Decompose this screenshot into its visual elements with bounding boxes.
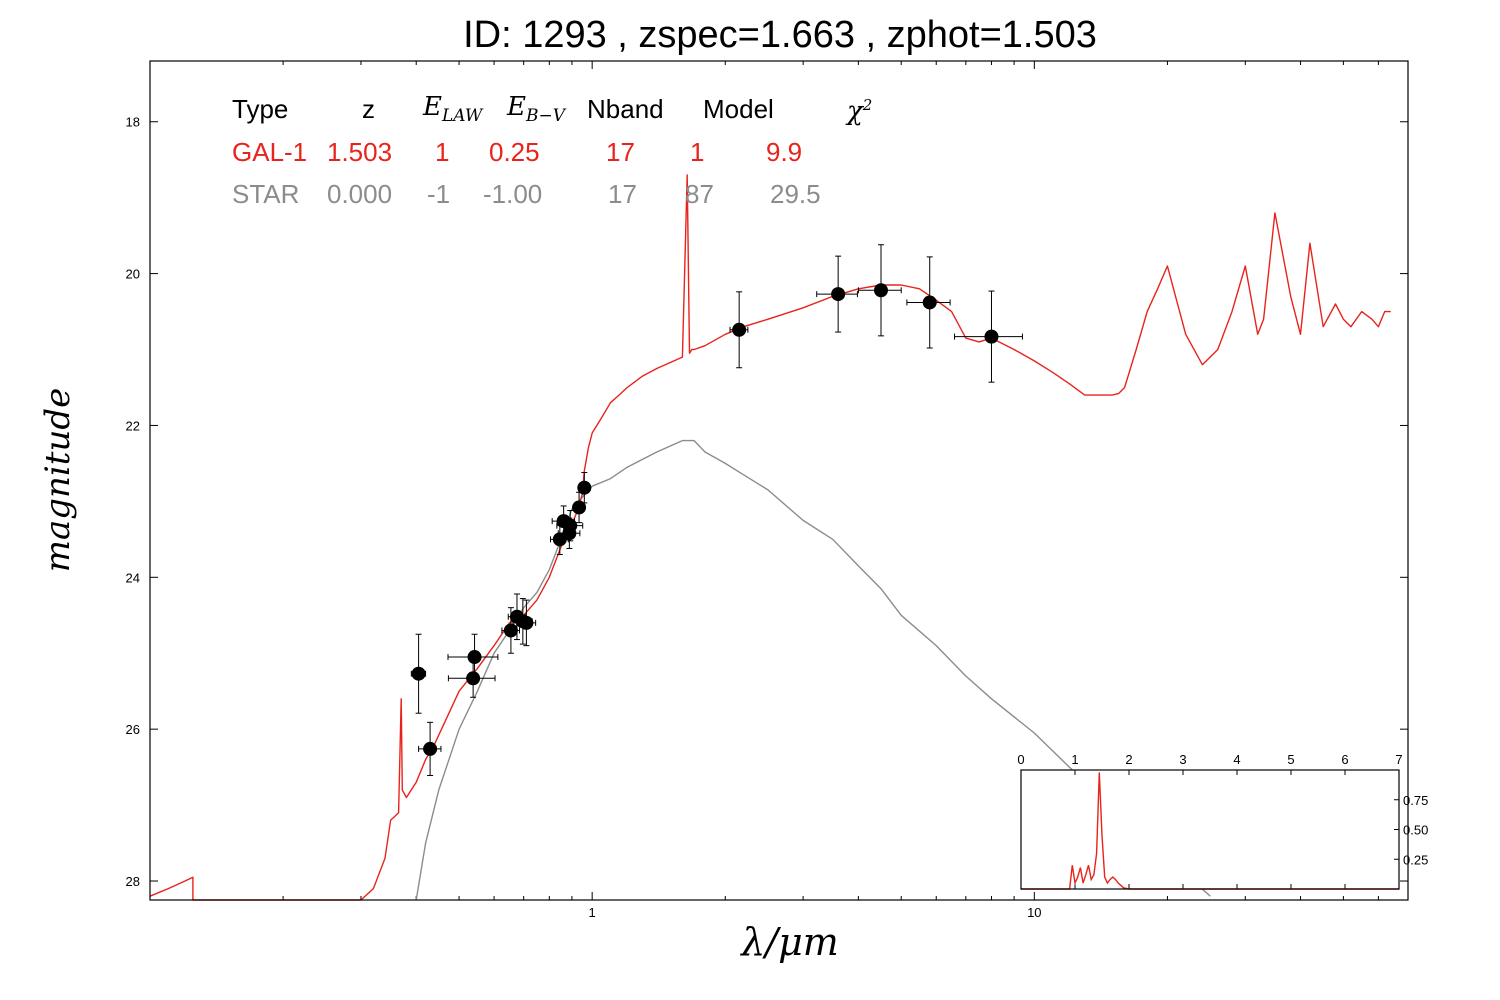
inset-x-tick-label: 5 [1287, 752, 1294, 767]
photometry-point [503, 623, 518, 638]
table-header-elaw: ELAW [423, 92, 482, 126]
table-header-nband: Nband [587, 94, 664, 124]
inset-x-tick-label: 7 [1395, 752, 1402, 767]
table-header-ebv: EB−V [507, 92, 565, 126]
table-header-model: Model [703, 94, 774, 124]
inset-series-group [1021, 772, 1399, 890]
inset-x-tick-label: 3 [1179, 752, 1186, 767]
photometry-point [572, 500, 587, 515]
photometry-point [732, 322, 747, 337]
table-header-elaw-sub: LAW [441, 106, 483, 127]
photometry-point [466, 671, 481, 686]
inset-background [1021, 770, 1399, 889]
photometry-point [873, 283, 888, 298]
star-row-elaw: -1 [427, 179, 451, 209]
table-header-ebv-sub: B−V [525, 106, 565, 127]
star-row-ebv: -1.00 [483, 179, 543, 209]
y-tick-label: 26 [126, 722, 140, 737]
star-row-chi2: 29.5 [770, 179, 821, 209]
photometry-point [831, 287, 846, 302]
inset-pdz-chart: 0 1 2 3 4 5 6 7 0.25 0.50 0.75 [1017, 752, 1428, 890]
y-tick-label: 28 [126, 874, 140, 889]
photometry-points [410, 244, 1023, 776]
photometry-point [922, 295, 937, 310]
gal-row-chi2: 9.9 [766, 137, 803, 167]
inset-y-tick-label: 0.50 [1403, 823, 1428, 838]
inset-x-tick-label: 2 [1125, 752, 1132, 767]
table-header-ebv-main: E [507, 92, 526, 122]
x-axis-label: λ/μm [741, 920, 839, 964]
y-tick-label: 20 [126, 267, 140, 282]
photometry-point [519, 615, 534, 630]
y-tick-label: 22 [126, 418, 140, 433]
photometry-point [467, 650, 482, 665]
y-axis-label: magnitude [38, 387, 78, 573]
inset-pdz-line [1021, 772, 1399, 890]
photometry-point [563, 518, 578, 533]
photometry-point [423, 741, 438, 756]
x-tick-label: 1 [589, 905, 596, 920]
main-plot-frame [149, 60, 1409, 901]
inset-y-tick-label: 0.75 [1403, 793, 1428, 808]
gal-row-ebv: 0.25 [489, 137, 540, 167]
x-tick-label: 10 [1027, 905, 1041, 920]
table-header-chi2-main: χ [847, 96, 863, 127]
gal-row-model: 1 [690, 137, 705, 167]
star-row-nband: 17 [608, 179, 637, 209]
table-header-elaw-main: E [423, 92, 442, 122]
inset-frame [1020, 769, 1400, 890]
table-header-z: z [362, 94, 375, 124]
y-tick-label: 18 [126, 115, 140, 130]
y-tick-label: 24 [126, 570, 140, 585]
gal-row-type: GAL-1 [232, 137, 308, 167]
table-header-chi2-sup: 2 [862, 96, 873, 114]
inset-x-tick-label: 4 [1233, 752, 1240, 767]
table-header-chi2: χ2 [847, 96, 872, 127]
gal-row-elaw: 1 [435, 137, 450, 167]
inset-x-tick-label: 0 [1017, 752, 1024, 767]
gal-row-z: 1.503 [327, 137, 393, 167]
chart-title: ID: 1293 , zspec=1.663 , zphot=1.503 [463, 14, 1097, 56]
star-row-type: STAR [232, 179, 300, 209]
inset-x-tick-label: 1 [1071, 752, 1078, 767]
inset-axis-ticks: 0 1 2 3 4 5 6 7 0.25 0.50 0.75 [1017, 752, 1428, 889]
photometry-point [984, 329, 999, 344]
star-row-model: 87 [685, 179, 714, 209]
star-model-line [415, 439, 1211, 901]
photometry-point [411, 666, 426, 681]
photometry-point [577, 480, 592, 495]
gal-row-nband: 17 [606, 137, 635, 167]
star-row-z: 0.000 [327, 179, 393, 209]
inset-y-tick-label: 0.25 [1403, 852, 1428, 867]
inset-x-tick-label: 6 [1341, 752, 1348, 767]
table-header-type: Type [232, 94, 289, 124]
